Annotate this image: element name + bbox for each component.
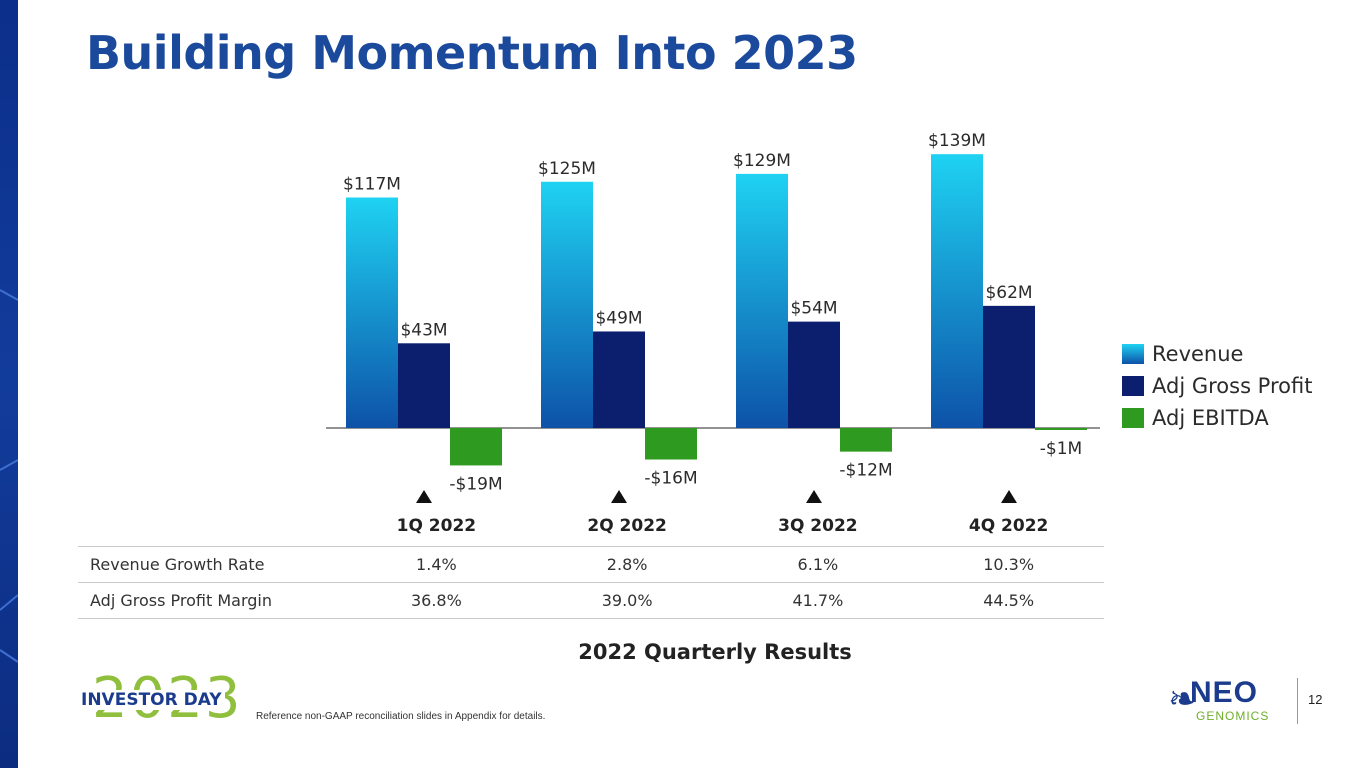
data-label: $43M — [400, 320, 447, 340]
legend-swatch-adj-ebitda — [1122, 408, 1144, 428]
legend-label-adj-ebitda: Adj EBITDA — [1152, 406, 1269, 430]
data-label: $49M — [595, 308, 642, 328]
data-label: $125M — [538, 159, 596, 179]
bar-adj-gross-profit-2q — [593, 331, 645, 428]
bar-adj-ebitda-2q — [645, 428, 697, 460]
table-row: Adj Gross Profit Margin 36.8% 39.0% 41.7… — [78, 582, 1104, 619]
bar-revenue-3q — [736, 173, 788, 428]
data-label: $129M — [733, 151, 791, 171]
legend-label-revenue: Revenue — [1152, 342, 1244, 366]
neogenomics-logo: ❧ NEO GENOMICS — [1168, 676, 1280, 726]
slide-title: Building Momentum Into 2023 — [86, 26, 858, 80]
table-header-blank — [78, 506, 341, 547]
table-header-1q: 1Q 2022 — [396, 516, 477, 536]
bar-adj-gross-profit-1q — [398, 343, 450, 428]
table-header-3q: 3Q 2022 — [778, 516, 858, 536]
metrics-table: 1Q 2022 2Q 2022 3Q 2022 4Q 2022 Revenue … — [78, 506, 1104, 619]
table-cell: 10.3% — [913, 546, 1104, 583]
bar-adj-ebitda-3q — [840, 428, 892, 452]
brand-logo-name: NEO — [1190, 676, 1259, 709]
bar-revenue-1q — [346, 197, 398, 428]
footer-divider — [1297, 678, 1298, 724]
table-cell: 39.0% — [531, 582, 723, 619]
row-label-gross-margin: Adj Gross Profit Margin — [78, 582, 341, 619]
growth-up-triangle-icon — [416, 490, 432, 503]
table-cell: 41.7% — [722, 582, 914, 619]
page-number: 12 — [1308, 692, 1323, 707]
legend-item-adj-ebitda: Adj EBITDA — [1122, 402, 1312, 434]
table-cell: 1.4% — [341, 546, 532, 583]
bar-revenue-2q — [541, 181, 593, 428]
data-label: -$1M — [1040, 439, 1082, 459]
legend-item-revenue: Revenue — [1122, 338, 1312, 370]
growth-up-triangle-icon — [611, 490, 627, 503]
growth-up-triangle-icon — [806, 490, 822, 503]
growth-up-triangle-icon — [1001, 490, 1017, 503]
legend-swatch-adj-gross-profit — [1122, 376, 1144, 396]
bar-adj-ebitda-4q — [1035, 428, 1087, 430]
data-label: $62M — [985, 283, 1032, 303]
table-cell: 6.1% — [722, 546, 914, 583]
row-label-revenue-growth: Revenue Growth Rate — [78, 546, 341, 583]
legend-swatch-revenue — [1122, 344, 1144, 364]
bar-revenue-4q — [931, 154, 983, 429]
data-label: $54M — [790, 299, 837, 319]
table-header-2q: 2Q 2022 — [587, 516, 667, 536]
legend-item-adj-gross-profit: Adj Gross Profit — [1122, 370, 1312, 402]
data-label: $117M — [343, 175, 401, 195]
data-label: -$12M — [839, 461, 892, 481]
dna-helix-icon: ❧ — [1168, 678, 1199, 719]
table-header-row: 1Q 2022 2Q 2022 3Q 2022 4Q 2022 — [78, 506, 1104, 547]
table-cell: 44.5% — [913, 582, 1104, 619]
data-label: -$19M — [449, 474, 502, 494]
chart-subtitle: 2022 Quarterly Results — [578, 640, 852, 664]
chart-legend: Revenue Adj Gross Profit Adj EBITDA — [1122, 338, 1312, 434]
footnote: Reference non-GAAP reconciliation slides… — [256, 711, 546, 722]
investor-day-logo: 2023 INVESTOR DAY — [78, 666, 241, 731]
table-cell: 2.8% — [531, 546, 723, 583]
data-label: $139M — [928, 131, 986, 151]
data-label: -$16M — [644, 469, 697, 489]
table-header-4q: 4Q 2022 — [968, 516, 1049, 536]
table-cell: 36.8% — [341, 582, 532, 619]
brand-logo-sub: GENOMICS — [1196, 709, 1270, 723]
table-row: Revenue Growth Rate 1.4% 2.8% 6.1% 10.3% — [78, 546, 1104, 583]
band-pattern — [0, 289, 18, 663]
bar-adj-gross-profit-4q — [983, 305, 1035, 428]
bar-adj-gross-profit-3q — [788, 321, 840, 428]
left-accent-band — [0, 0, 18, 768]
bar-adj-ebitda-1q — [450, 428, 502, 466]
legend-label-adj-gross-profit: Adj Gross Profit — [1152, 374, 1313, 398]
event-logo-name: INVESTOR DAY — [78, 690, 225, 710]
